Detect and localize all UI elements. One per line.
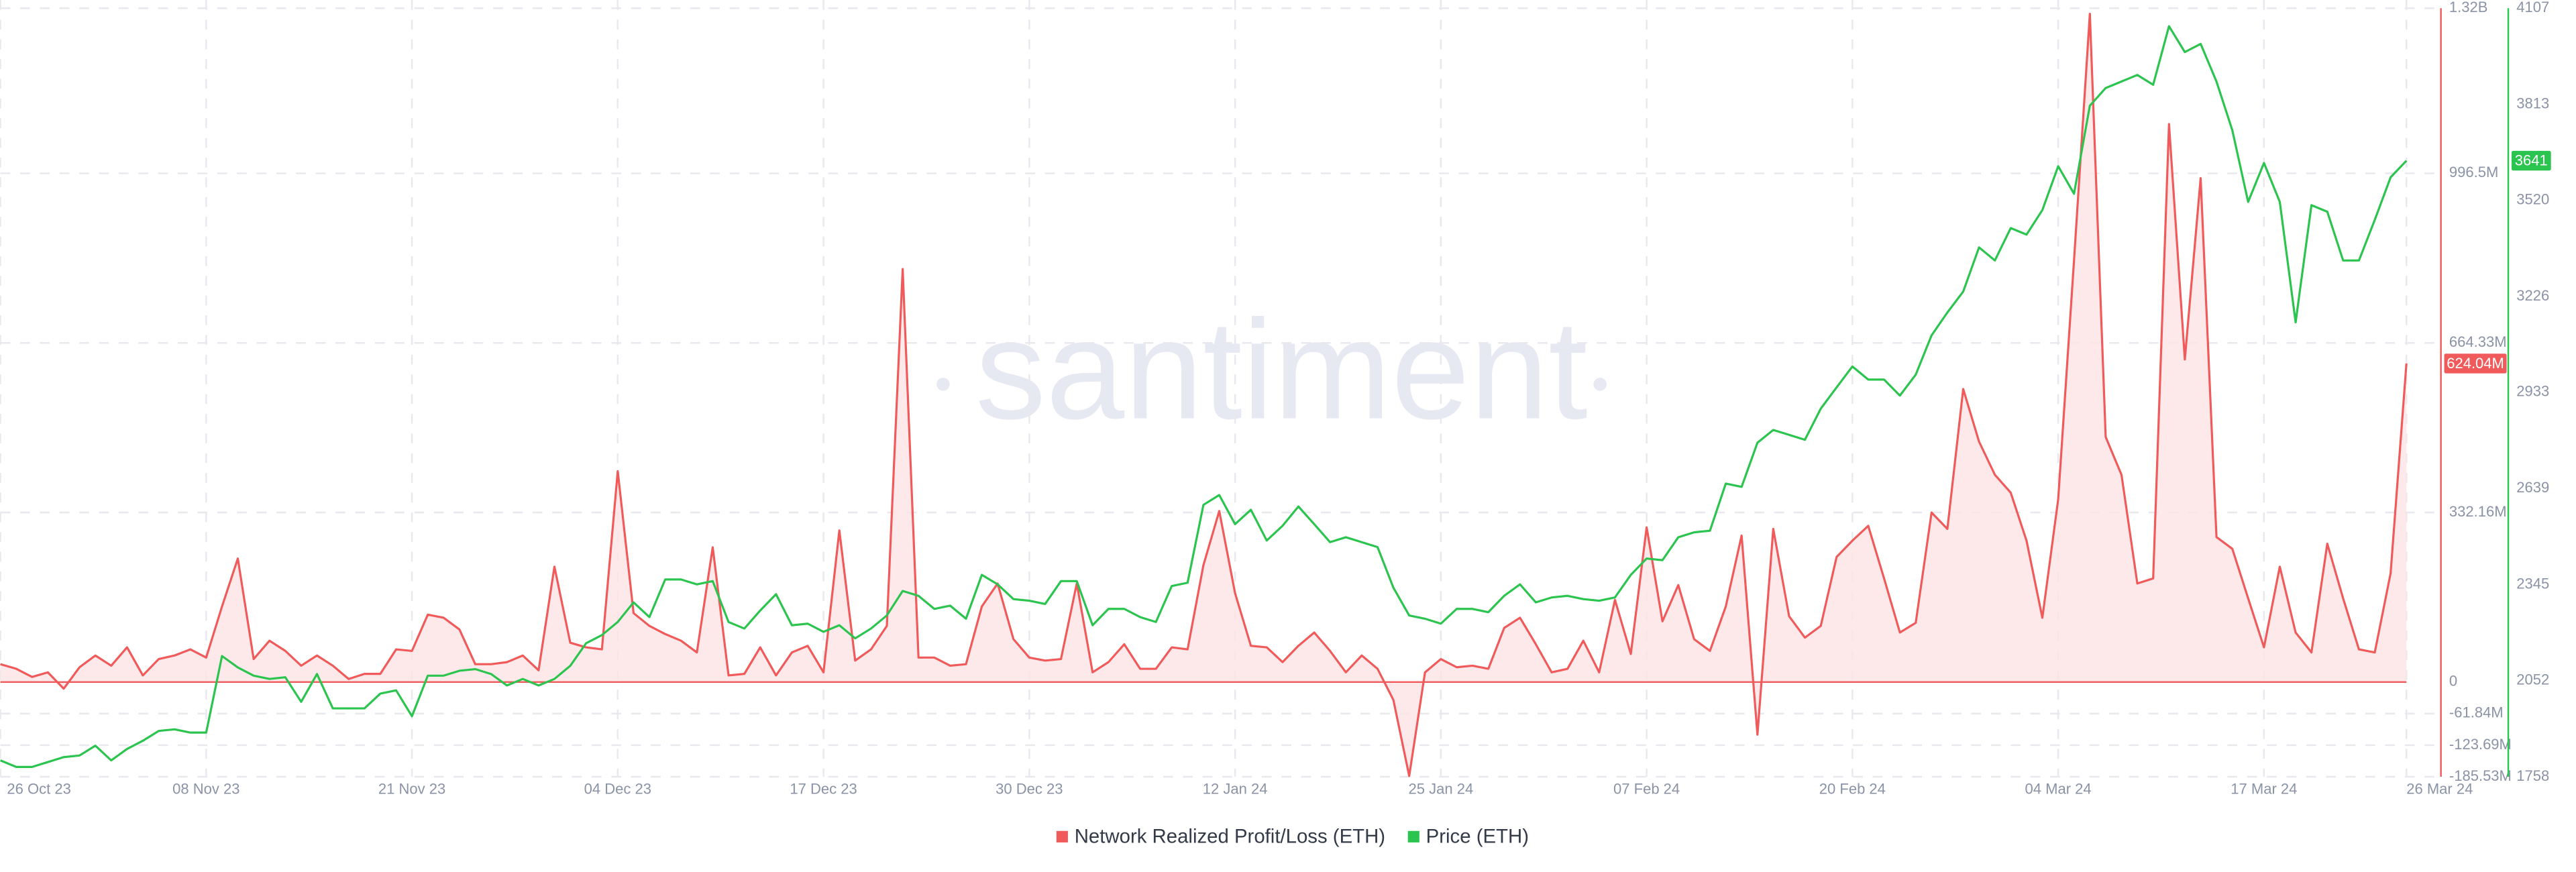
value-badge-label: 624.04M bbox=[2447, 355, 2504, 372]
y-tick-label: -185.53M bbox=[2449, 767, 2512, 784]
legend-swatch bbox=[1407, 830, 1419, 842]
x-tick-label: 17 Mar 24 bbox=[2231, 780, 2297, 797]
x-tick-label: 12 Jan 24 bbox=[1203, 780, 1268, 797]
value-badge bbox=[2444, 353, 2507, 374]
x-tick-label: 04 Dec 23 bbox=[584, 780, 651, 797]
x-tick-label: 04 Mar 24 bbox=[2025, 780, 2092, 797]
y2-tick-label: 4107 bbox=[2516, 0, 2549, 15]
value-badge bbox=[2511, 150, 2551, 171]
x-tick-label: 30 Dec 23 bbox=[996, 780, 1063, 797]
y2-tick-label: 2933 bbox=[2516, 383, 2549, 400]
legend-swatch bbox=[1056, 830, 1068, 842]
x-tick-label: 17 Dec 23 bbox=[790, 780, 857, 797]
y2-tick-label: 1758 bbox=[2516, 767, 2549, 784]
line bbox=[0, 25, 2408, 768]
y2-tick-label: 2345 bbox=[2516, 575, 2549, 592]
y-tick-label: 332.16M bbox=[2449, 503, 2507, 520]
value-badge-label: 3641 bbox=[2515, 152, 2548, 169]
watermark: santiment bbox=[975, 290, 1588, 449]
x-tick-label: 26 Mar 24 bbox=[2406, 780, 2473, 797]
y-tick-label: 1.32B bbox=[2449, 0, 2488, 15]
y-tick-label: 0 bbox=[2449, 673, 2457, 690]
y2-tick-label: 2052 bbox=[2516, 671, 2549, 688]
legend-label: Price (ETH) bbox=[1426, 825, 1529, 847]
legend-label: Network Realized Profit/Loss (ETH) bbox=[1075, 825, 1385, 847]
x-tick-label: 08 Nov 23 bbox=[172, 780, 239, 797]
y2-tick-label: 3813 bbox=[2516, 95, 2549, 111]
y2-tick-label: 2639 bbox=[2516, 479, 2549, 496]
area bbox=[0, 13, 2407, 776]
y2-tick-label: 3226 bbox=[2516, 287, 2549, 304]
line bbox=[0, 13, 2408, 777]
x-tick-label: 26 Oct 23 bbox=[7, 780, 70, 797]
x-tick-label: 07 Feb 24 bbox=[1613, 780, 1680, 797]
x-tick-label: 21 Nov 23 bbox=[378, 780, 445, 797]
y-tick-label: 996.5M bbox=[2449, 164, 2498, 180]
y2-tick-label: 3520 bbox=[2516, 190, 2549, 207]
x-tick-label: 20 Feb 24 bbox=[1819, 780, 1886, 797]
x-tick-label: 25 Jan 24 bbox=[1409, 780, 1474, 797]
watermark-dot bbox=[1593, 378, 1607, 391]
watermark-dot bbox=[936, 378, 950, 391]
y-tick-label: -123.69M bbox=[2449, 736, 2512, 753]
y-tick-label: 664.33M bbox=[2449, 333, 2507, 350]
y-tick-label: -61.84M bbox=[2449, 704, 2504, 721]
